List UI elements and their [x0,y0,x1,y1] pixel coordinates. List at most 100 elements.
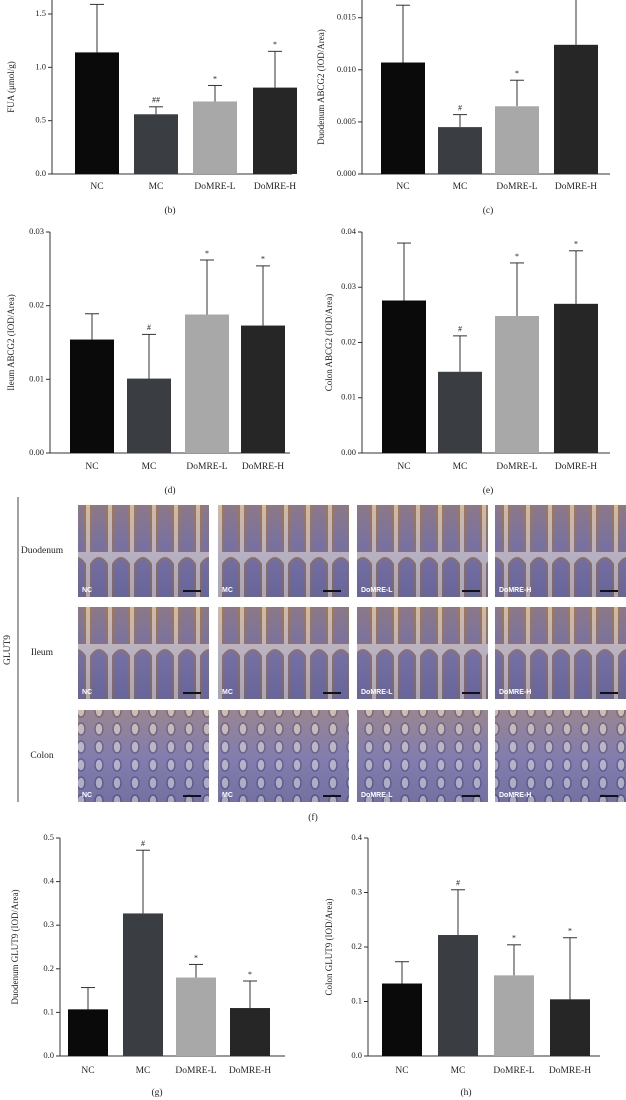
tissue-tint [495,607,626,699]
x-tick-label: MC [451,1066,466,1076]
bar [134,114,178,174]
x-tick-label: NC [81,1066,94,1076]
x-tick-label: DoMRE-H [555,182,597,192]
bar [176,977,216,1056]
y-axis-label: Ileum ABCG2 (IOD/Area) [6,294,16,390]
y-tick-label: 0.00 [29,447,44,457]
annotation: * [515,252,519,261]
annotation: * [568,927,572,936]
bar [123,913,163,1056]
tissue-tint [78,710,209,802]
x-tick-label: NC [396,182,409,192]
image-label: MC [222,587,233,594]
x-tick-label: MC [149,182,164,192]
y-tick-label: 0.3 [351,886,362,896]
y-tick-label: 0.04 [341,226,357,236]
tissue-tint [357,607,488,699]
y-tick-label: 0.005 [337,116,356,126]
x-tick-label: MC [136,1066,151,1076]
annotation: # [458,103,462,112]
y-tick-label: 0.2 [43,963,54,973]
x-tick-label: DoMRE-H [549,1066,591,1076]
y-tick-label: 0.0 [35,168,46,178]
x-tick-label: DoMRE-H [254,182,296,192]
annotation: * [248,970,252,979]
y-axis-label: FUA (μmol/g) [6,61,16,113]
y-tick-label: 0.0 [43,1050,54,1060]
annotation: # [456,879,460,888]
y-tick-label: 0.0 [351,1050,362,1060]
annotation: * [213,74,217,83]
caption: (d) [164,485,175,496]
x-tick-label: NC [395,1066,408,1076]
x-tick-label: DoMRE-H [555,462,597,472]
bar [438,371,482,453]
image-label: NC [82,689,92,696]
tissue-tint [218,505,349,597]
image-label: DoMRE-H [499,587,531,594]
y-tick-label: 0.01 [29,373,44,383]
bar [70,339,114,453]
bar [495,315,539,453]
tissue-tint [357,505,488,597]
tissue-tint [78,607,209,699]
bar [241,325,285,453]
y-axis-label: Colon ABCG2 (IOD/Area) [324,294,334,392]
x-tick-label: MC [142,462,157,472]
y-tick-label: 0.00 [341,447,356,457]
image-label: MC [222,792,233,799]
annotation: * [273,40,277,49]
image-label: NC [82,587,92,594]
image-label: DoMRE-H [499,792,531,799]
x-tick-label: DoMRE-H [242,462,284,472]
y-axis-label: Duodenum ABCG2 (IOD/Area) [316,29,326,144]
caption: (h) [460,1087,471,1098]
x-tick-label: DoMRE-H [229,1066,271,1076]
bar [127,378,171,453]
tissue-tint [78,505,209,597]
x-tick-label: NC [397,462,410,472]
bar [68,1009,108,1056]
caption: (b) [164,205,175,216]
tissue-tint [357,710,488,802]
bar [381,62,425,174]
y-tick-label: 0.5 [35,115,46,125]
tissue-tint [218,607,349,699]
bar [438,127,482,174]
annotation: * [512,934,516,943]
bar [382,300,426,453]
bar [550,999,590,1056]
y-tick-label: 0.03 [341,281,356,291]
y-tick-label: 0.4 [351,832,362,842]
x-tick-label: DoMRE-L [496,462,537,472]
tissue-tint [218,710,349,802]
y-tick-label: 0.1 [43,1006,54,1016]
image-label: MC [222,689,233,696]
annotation: * [574,240,578,249]
caption: (f) [308,812,318,823]
annotation: ## [152,96,160,105]
annotation: * [205,249,209,258]
group-label: GLUT9 [3,635,13,665]
annotation: # [458,325,462,334]
image-label: DoMRE-L [361,689,393,696]
row-label: Duodenum [21,546,64,556]
annotation: * [261,255,265,264]
image-label: DoMRE-L [361,587,393,594]
bar [494,975,534,1056]
x-tick-label: MC [453,182,468,192]
x-tick-label: DoMRE-L [175,1066,216,1076]
y-tick-label: 0.02 [341,336,356,346]
annotation: # [147,323,151,332]
tissue-tint [495,710,626,802]
y-tick-label: 0.03 [29,226,44,236]
y-tick-label: 0.2 [351,941,362,951]
tissue-tint [495,505,626,597]
y-tick-label: 1.5 [35,8,46,18]
y-tick-label: 0.1 [351,995,362,1005]
y-tick-label: 0.3 [43,919,54,929]
image-label: DoMRE-H [499,689,531,696]
x-tick-label: NC [90,182,103,192]
